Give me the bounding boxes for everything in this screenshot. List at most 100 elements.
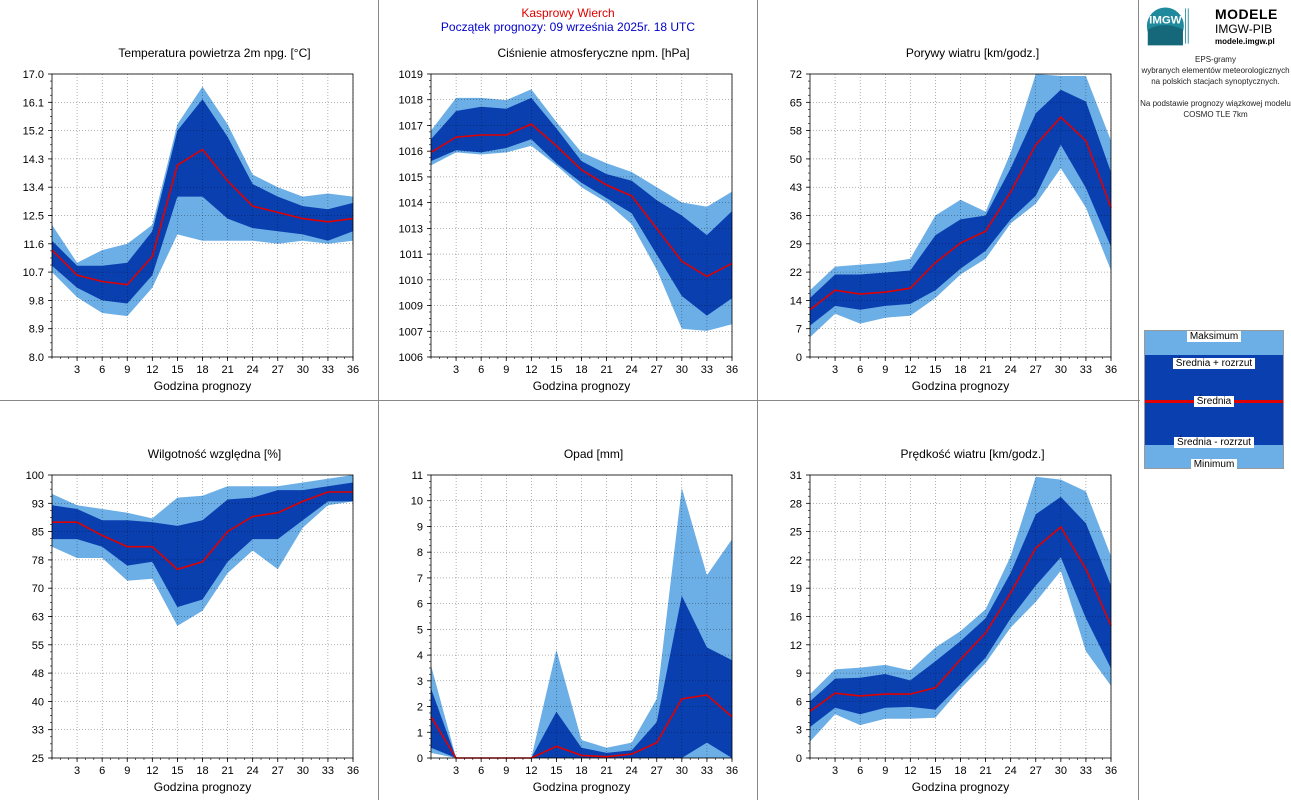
y-tick-label: 70	[32, 583, 44, 595]
x-tick-label: 33	[701, 364, 713, 376]
y-tick-label: 7	[417, 573, 423, 585]
chart-wind-speed: Prędkość wiatru [km/godz.]03691216192225…	[790, 447, 1117, 794]
y-tick-label: 36	[790, 211, 802, 223]
x-tick-label: 21	[600, 364, 612, 376]
y-tick-label: 1014	[399, 198, 423, 210]
mean-line	[430, 123, 733, 278]
y-tick-label: 12	[790, 640, 802, 652]
x-tick-label: 33	[1080, 765, 1092, 777]
y-tick-label: 16	[790, 612, 802, 624]
mean-line	[52, 491, 353, 571]
y-tick-label: 58	[790, 126, 802, 138]
y-tick-label: 1018	[399, 95, 423, 107]
y-tick-label: 11	[412, 470, 423, 482]
y-tick-label: 40	[32, 696, 44, 708]
x-tick-label: 12	[904, 765, 916, 777]
y-tick-label: 1011	[399, 249, 423, 261]
x-tick-label: 15	[171, 364, 183, 376]
mean-line	[51, 148, 354, 286]
y-tick-label: 31	[790, 470, 802, 482]
x-tick-label: 36	[726, 765, 738, 777]
y-tick-label: 50	[790, 154, 802, 166]
y-tick-label: 0	[796, 753, 802, 765]
x-tick-label: 24	[247, 364, 259, 376]
y-tick-label: 8	[417, 547, 423, 559]
x-tick-label: 9	[124, 765, 130, 777]
y-tick-label: 1019	[399, 69, 423, 81]
y-tick-label: 1007	[399, 326, 423, 338]
svg-text:IMGW: IMGW	[1149, 14, 1182, 26]
y-tick-label: 25	[32, 753, 44, 765]
y-tick-label: 25	[790, 527, 802, 539]
y-tick-label: 1010	[399, 275, 423, 287]
x-tick-label: 18	[196, 765, 208, 777]
band-spread	[431, 595, 732, 758]
chart-title: Ciśnienie atmosferyczne npm. [hPa]	[497, 46, 689, 60]
y-tick-label: 17.0	[23, 69, 44, 81]
x-tick-label: 27	[1030, 364, 1042, 376]
y-tick-label: 1	[417, 727, 423, 739]
band-min-max	[52, 86, 353, 317]
x-axis-label: Godzina prognozy	[912, 780, 1009, 794]
x-tick-label: 18	[954, 364, 966, 376]
y-tick-label: 100	[26, 470, 44, 482]
brand-url: modele.imgw.pl	[1215, 37, 1275, 46]
x-tick-label: 21	[979, 765, 991, 777]
station-name: Kasprowy Wierch	[521, 6, 615, 20]
x-tick-label: 12	[904, 364, 916, 376]
x-tick-label: 9	[503, 364, 509, 376]
y-tick-label: 1006	[399, 352, 423, 364]
x-tick-label: 6	[857, 765, 863, 777]
y-tick-label: 1015	[399, 172, 423, 184]
y-tick-label: 43	[790, 182, 802, 194]
y-tick-label: 6	[796, 696, 802, 708]
x-tick-label: 36	[726, 364, 738, 376]
chart-title: Prędkość wiatru [km/godz.]	[900, 447, 1044, 461]
x-tick-label: 6	[99, 765, 105, 777]
band-spread	[431, 97, 732, 316]
x-tick-label: 21	[221, 765, 233, 777]
x-tick-label: 21	[221, 364, 233, 376]
chart-title: Wilgotność względna [%]	[148, 447, 281, 461]
x-tick-label: 15	[550, 765, 562, 777]
imgw-badge-icon: IMGW	[1146, 7, 1189, 46]
x-tick-label: 9	[503, 765, 509, 777]
description-line: EPS-gramy	[1195, 55, 1236, 64]
x-axis-label: Godzina prognozy	[912, 379, 1009, 393]
x-tick-label: 9	[882, 765, 888, 777]
x-tick-label: 24	[626, 765, 638, 777]
side-panel: IMGW MODELE IMGW-PIB modele.imgw.pl EPS-…	[1140, 0, 1291, 800]
forecast-start: Początek prognozy: 09 września 2025r. 18…	[440, 20, 696, 34]
y-tick-label: 65	[790, 97, 802, 109]
y-tick-label: 9	[796, 668, 802, 680]
description: EPS-gramy wybranych elementów meteorolog…	[1140, 54, 1291, 120]
y-tick-label: 55	[32, 640, 44, 652]
x-tick-label: 3	[453, 765, 459, 777]
x-tick-label: 27	[272, 364, 284, 376]
description-line: wybranych elementów meteorologicznych	[1141, 66, 1290, 75]
x-tick-label: 24	[626, 364, 638, 376]
y-tick-label: 7	[796, 324, 802, 336]
x-tick-label: 3	[453, 364, 459, 376]
chart-title: Temperatura powietrza 2m npg. [°C]	[118, 46, 310, 60]
x-tick-label: 24	[247, 765, 259, 777]
x-tick-label: 27	[1030, 765, 1042, 777]
x-tick-label: 24	[1005, 765, 1017, 777]
x-tick-label: 18	[196, 364, 208, 376]
description-line: na polskich stacjach synoptycznych.	[1151, 77, 1280, 86]
brand-name: MODELE	[1215, 6, 1278, 22]
y-tick-label: 29	[790, 239, 802, 251]
legend-label-mean-minus: Średnia - rozrzut	[1145, 437, 1283, 448]
legend-band-min	[1145, 445, 1283, 468]
y-tick-label: 0	[417, 753, 423, 765]
description-line: COSMO TLE 7km	[1183, 110, 1248, 119]
y-tick-label: 1013	[399, 223, 423, 235]
x-axis-label: Godzina prognozy	[154, 379, 251, 393]
chart-wind-gusts: Porywy wiatru [km/godz.]0714222936435058…	[790, 46, 1117, 393]
y-tick-label: 16.1	[23, 97, 44, 109]
x-tick-label: 3	[74, 364, 80, 376]
chart-title: Opad [mm]	[564, 447, 623, 461]
legend: Maksimum Średnia + rozrzut Średnia Średn…	[1144, 330, 1284, 470]
x-tick-label: 15	[929, 364, 941, 376]
